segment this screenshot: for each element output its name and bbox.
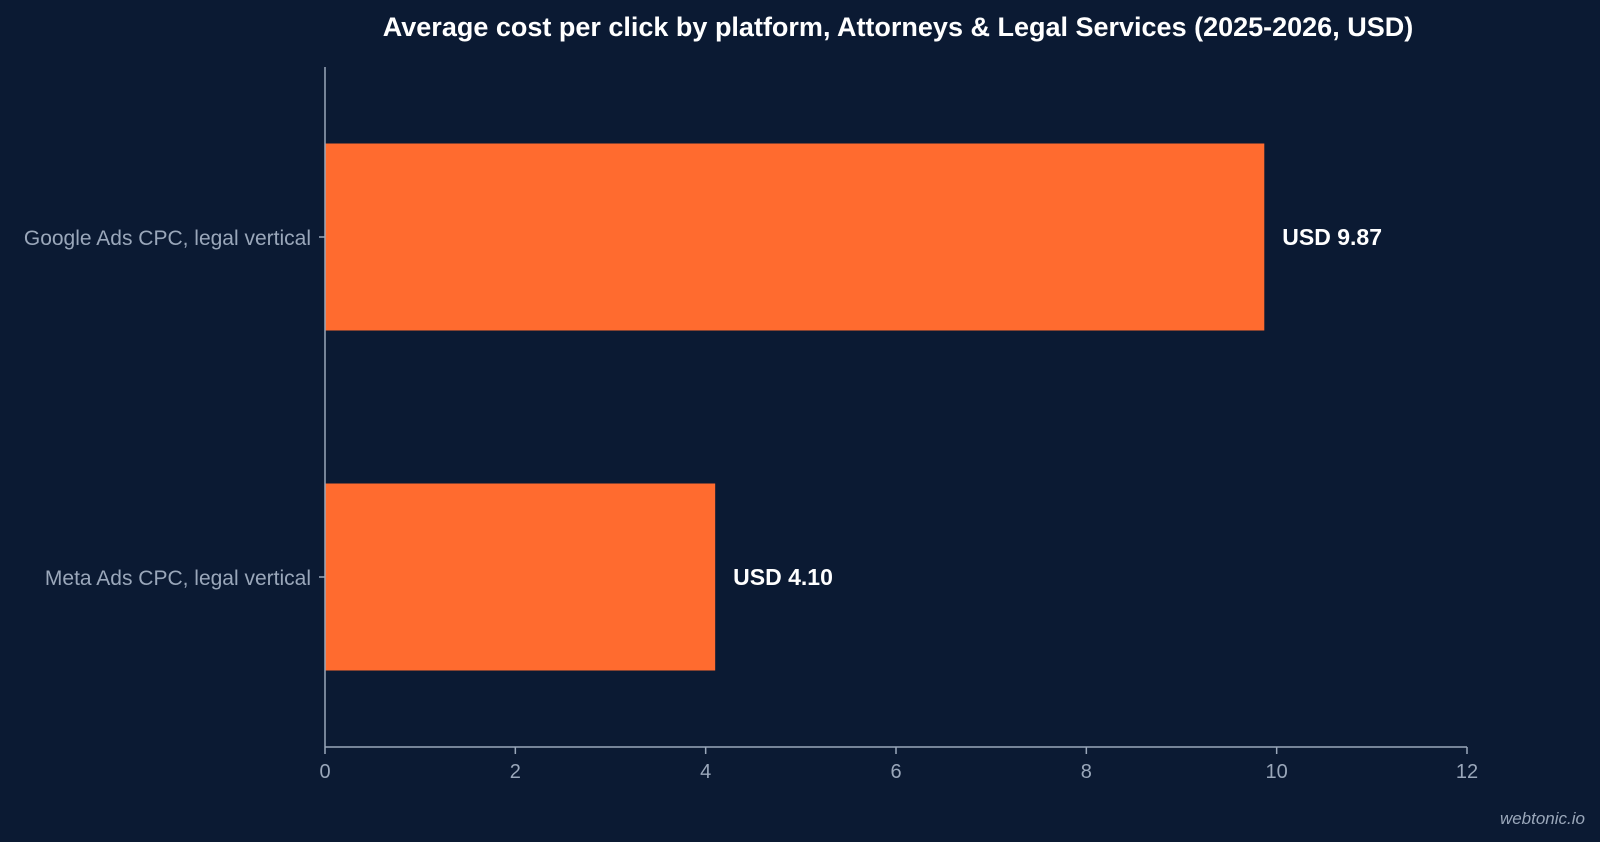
chart-title: Average cost per click by platform, Atto… (383, 12, 1413, 42)
bars-group: USD 9.87 USD 4.10 (325, 143, 1382, 671)
x-tick-label-5: 10 (1266, 761, 1288, 783)
category-label-1: Meta Ads CPC, legal vertical (45, 567, 311, 590)
bar-0 (325, 143, 1265, 331)
x-tick-label-1: 2 (510, 761, 521, 783)
x-tick-label-3: 6 (890, 761, 901, 783)
category-label-0: Google Ads CPC, legal vertical (24, 227, 311, 250)
x-tick-label-4: 8 (1081, 761, 1092, 783)
axes-group: Google Ads CPC, legal vertical Meta Ads C… (24, 67, 1478, 783)
x-tick-label-2: 4 (700, 761, 711, 783)
bar-1 (325, 483, 716, 671)
watermark-text: webtonic.io (1500, 809, 1585, 828)
data-label-0: USD 9.87 (1282, 224, 1382, 250)
x-tick-label-0: 0 (319, 761, 330, 783)
x-tick-label-6: 12 (1456, 761, 1478, 783)
data-label-1: USD 4.10 (733, 564, 833, 590)
